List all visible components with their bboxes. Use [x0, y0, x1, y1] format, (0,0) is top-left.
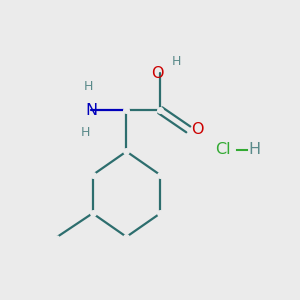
Text: Cl: Cl [215, 142, 230, 158]
Text: O: O [191, 122, 204, 137]
Text: H: H [80, 126, 90, 139]
Text: H: H [172, 55, 181, 68]
Text: O: O [151, 66, 164, 81]
Text: H: H [249, 142, 261, 158]
Text: H: H [83, 80, 93, 93]
Text: N: N [85, 103, 97, 118]
